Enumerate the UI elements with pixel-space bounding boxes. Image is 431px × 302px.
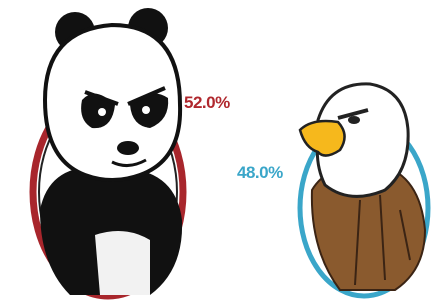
page: {"items": [{"label": "52.0%"}, {"label":…	[0, 0, 431, 302]
eagle-percentage: 48.0%	[237, 163, 283, 182]
panda-percentage: 52.0%	[184, 93, 230, 112]
panda-illustration	[33, 8, 183, 296]
matchup-graphic: 52.0% 48.0%	[0, 0, 431, 302]
eagle-illustration	[300, 84, 428, 296]
